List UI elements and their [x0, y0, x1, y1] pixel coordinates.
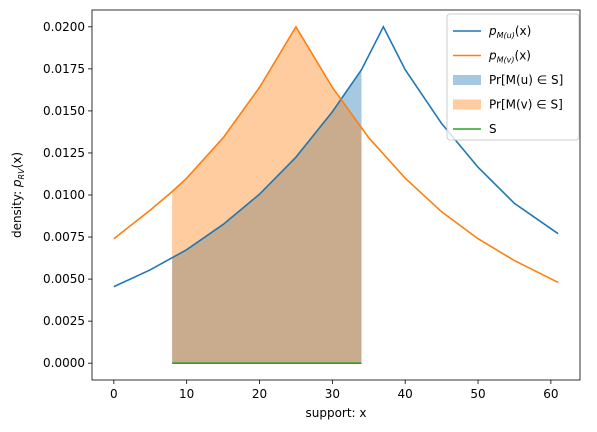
x-tick-label: 10	[179, 387, 194, 401]
y-axis: 0.0000 0.0025 0.0050 0.0075 0.0100 0.0125 0.01…	[43, 20, 92, 370]
shaded-area-2	[172, 26, 362, 364]
y-tick-label: 0.0200	[43, 20, 85, 34]
series-line-2	[113, 25, 559, 284]
shaded-areas	[172, 26, 362, 364]
legend-swatch-4	[453, 99, 481, 110]
y-tick-label: 0.0100	[43, 188, 85, 202]
series-line-1	[113, 25, 559, 288]
x-tick-label: 60	[543, 387, 558, 401]
legend-label-1: pM(u)(x)	[488, 24, 531, 40]
y-axis-label-sub: RV	[17, 168, 26, 180]
y-tick-label: 0.0150	[43, 104, 85, 118]
x-tick-label: 20	[252, 387, 267, 401]
legend-label-4: Pr[M(v) ∈ S]	[489, 98, 563, 112]
shaded-area-1	[172, 69, 362, 364]
y-axis-label-p: p	[10, 179, 24, 188]
x-tick-label: 50	[470, 387, 485, 401]
y-tick-label: 0.0050	[43, 272, 85, 286]
legend-label-3: Pr[M(u) ∈ S]	[489, 73, 563, 87]
legend: pM(u)(x) pM(v)(x) Pr[M(u) ∈ S] Pr[M(v) ∈ S]…	[446, 13, 580, 141]
x-axis-label: support: x	[305, 406, 366, 420]
y-axis-label-main: density:	[10, 187, 24, 238]
x-tick-label: 30	[325, 387, 340, 401]
series-lines	[113, 25, 559, 364]
legend-label-2: pM(v)(x)	[488, 49, 531, 65]
x-tick-label: 40	[398, 387, 413, 401]
legend-box	[446, 13, 580, 141]
y-tick-label: 0.0025	[43, 314, 85, 328]
x-tick-label: 0	[110, 387, 118, 401]
y-axis-label: density: pRV(x)	[10, 152, 26, 238]
y-tick-label: 0.0175	[43, 62, 85, 76]
x-axis: 0 10 20 30 40 50 60	[110, 380, 559, 401]
legend-swatch-3	[453, 75, 481, 85]
y-axis-label-arg: (x)	[10, 152, 24, 168]
y-tick-label: 0.0125	[43, 146, 85, 160]
legend-label-5: S	[489, 122, 497, 136]
y-tick-label: 0.0000	[43, 356, 85, 370]
y-tick-label: 0.0075	[43, 230, 85, 244]
